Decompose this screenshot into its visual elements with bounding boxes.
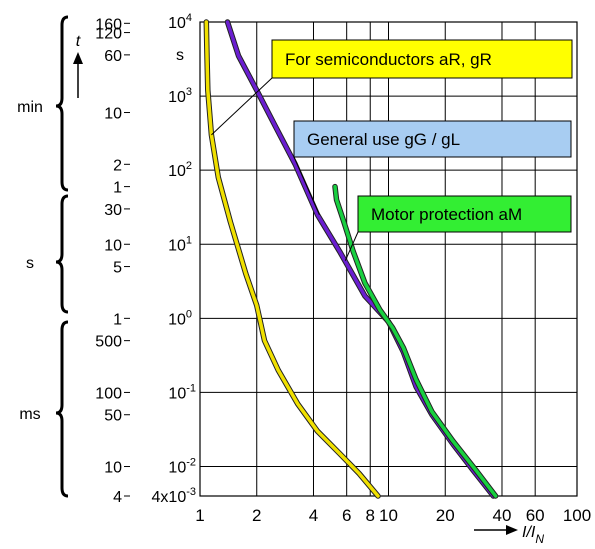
x-axis-ticks: 1 2 4 6 8 10 20 40 60 100 (195, 506, 591, 525)
y-tick-label: 102 (168, 160, 192, 180)
y-axis-arrow-head (73, 52, 83, 64)
s-tick-label: 5 (113, 260, 122, 277)
general-use-curve-outline (224, 19, 497, 499)
s-tick-label: 30 (104, 202, 122, 219)
ms-unit-label: ms (19, 406, 40, 423)
s-brace (55, 194, 69, 314)
general-use-callout-label: General use gG / gL (307, 130, 460, 149)
min-brace (55, 15, 69, 192)
axis-labels: s t I/IN (73, 33, 544, 546)
ms-tick-label: 500 (95, 334, 122, 351)
s-tick-label: 1 (113, 311, 122, 328)
semiconductor-callout-box (271, 39, 573, 79)
x-tick-label: 10 (379, 506, 398, 525)
x-axis-label: I/IN (522, 524, 544, 546)
y-axis-ticks: 104 103 102 101 100 10-1 10-2 4x10-3 (152, 12, 196, 506)
x-tick-label: 20 (436, 506, 455, 525)
min-tick-label: 10 (104, 106, 122, 123)
x-tick-label: 4 (309, 506, 318, 525)
general-use-callout-box (293, 120, 572, 158)
y-tick-label: 100 (168, 308, 192, 328)
motor-protection-curve-outline (332, 183, 499, 499)
y-tick-label: 10-2 (168, 457, 196, 477)
ms-tick-label: 10 (104, 460, 122, 477)
semiconductor-callout-label: For semiconductors aR, gR (285, 50, 492, 69)
motor-protection-curve (333, 184, 498, 498)
y-tick-label: 101 (168, 234, 192, 254)
s-tick-label: 1 (113, 180, 122, 197)
ms-tick-label: 50 (104, 408, 122, 425)
plot-border (199, 21, 578, 497)
min-tick-label: 120 (95, 26, 122, 43)
motor-protection-callout-box (357, 195, 572, 233)
y-tick-label: 10-1 (168, 382, 196, 402)
y-axis-label: t (76, 33, 81, 50)
callout-leaders (211, 77, 359, 261)
min-tick-label: 160 (95, 16, 122, 33)
callouts: For semiconductors aR, gR General use gG … (271, 39, 573, 233)
x-tick-label: 6 (342, 506, 351, 525)
y-tick-label: 104 (168, 12, 192, 32)
grid (199, 21, 578, 497)
x-tick-label: 8 (365, 506, 374, 525)
semiconductor-curve (204, 20, 380, 498)
y-tick-label: 4x10-3 (152, 486, 196, 506)
ms-tick-label: 4 (113, 489, 122, 506)
s-tick-label: 10 (104, 237, 122, 254)
x-axis-arrow-head (506, 525, 518, 535)
x-tick-label: 60 (526, 506, 545, 525)
min-tick-label: 2 (113, 157, 122, 174)
x-tick-label: 2 (252, 506, 261, 525)
ms-tick-label: 100 (95, 385, 122, 402)
curves (203, 19, 499, 499)
min-tick-label: 60 (104, 48, 122, 65)
ms-brace (55, 320, 69, 498)
motor-protection-callout-label: Motor protection aM (371, 205, 522, 224)
motor-protection-leader-line (344, 231, 359, 261)
s-unit-label: s (26, 255, 34, 272)
min-unit-label: min (17, 99, 43, 116)
x-tick-label: 40 (493, 506, 512, 525)
y-unit-label: s (176, 47, 184, 64)
general-use-curve (225, 20, 496, 498)
y-tick-label: 103 (168, 86, 192, 106)
x-tick-label: 1 (195, 506, 204, 525)
x-tick-label: 100 (563, 506, 591, 525)
semiconductor-leader-line (211, 77, 273, 136)
semiconductor-curve-outline (203, 19, 381, 499)
general-use-leader-line (293, 156, 320, 215)
